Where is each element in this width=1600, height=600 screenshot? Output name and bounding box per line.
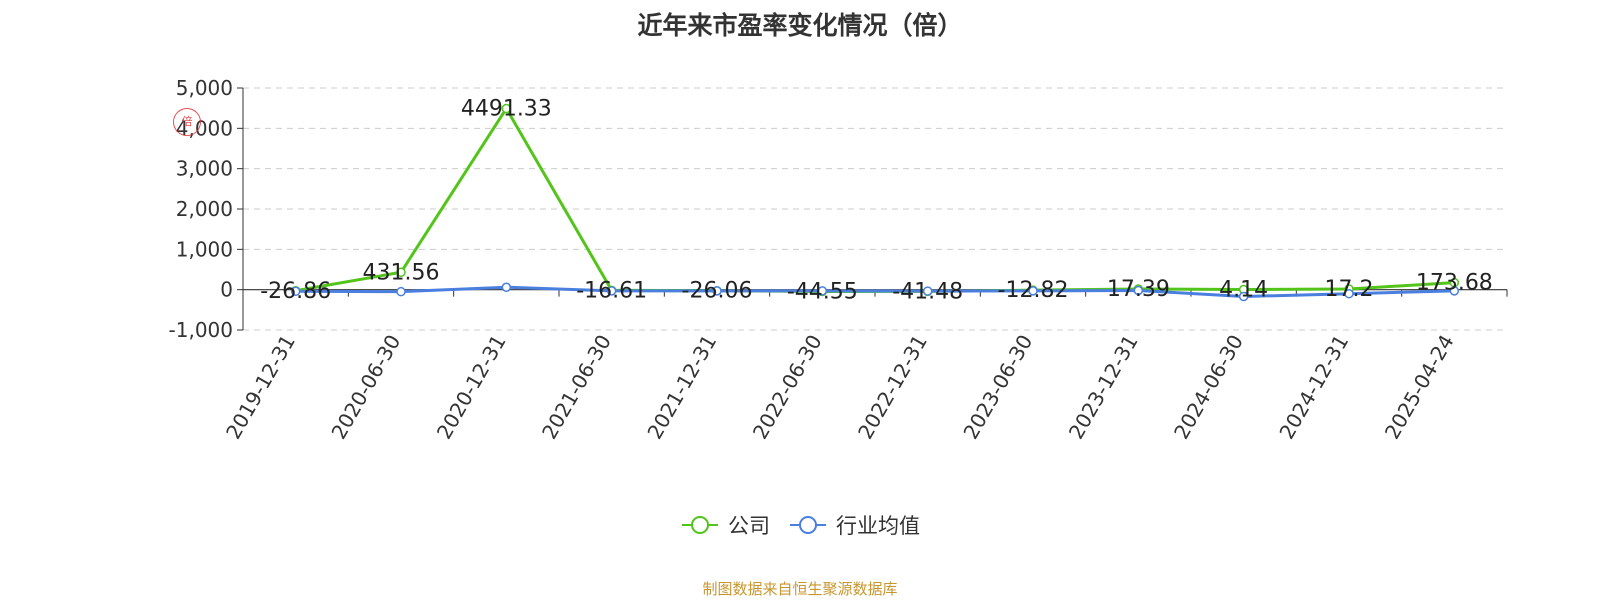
legend-label-company: 公司 xyxy=(728,514,770,538)
x-tick-label: 2025-04-24 xyxy=(1380,331,1459,444)
x-tick-label: 2024-12-31 xyxy=(1274,331,1353,444)
x-tick-label: 2021-06-30 xyxy=(537,331,616,444)
y-tick-label: 0 xyxy=(220,278,233,302)
industry-data-point xyxy=(1344,288,1354,299)
industry-data-point xyxy=(1028,286,1038,296)
chart-title: 近年来市盈率变化情况（倍） xyxy=(637,11,963,40)
data-label: 173.68 xyxy=(1416,271,1493,296)
y-tick-label: 2,000 xyxy=(176,197,233,221)
data-label: 17.39 xyxy=(1107,277,1170,302)
chart-legend: 公司 行业均值 xyxy=(0,510,1600,540)
industry-avg-line xyxy=(295,285,1455,299)
legend-item-company[interactable]: 公司 xyxy=(680,510,770,540)
industry-data-point xyxy=(922,286,933,296)
data-label: -26.06 xyxy=(682,279,753,304)
y-tick-label: 3,000 xyxy=(176,157,233,181)
data-label: -44.55 xyxy=(787,279,858,304)
data-label: 4491.33 xyxy=(461,97,552,122)
data-label: 4.14 xyxy=(1219,277,1268,302)
industry-data-point xyxy=(1133,285,1144,296)
x-tick-label: 2023-06-30 xyxy=(958,331,1037,444)
x-tick-label: 2022-06-30 xyxy=(748,331,827,444)
legend-item-industry-avg[interactable]: 行业均值 xyxy=(788,510,920,540)
company-data-point xyxy=(396,267,406,278)
industry-data-point xyxy=(1238,291,1249,302)
industry-data-point xyxy=(396,286,406,297)
data-label: 431.56 xyxy=(363,260,440,285)
industry-data-point xyxy=(817,286,828,296)
y-tick-label: 1,000 xyxy=(176,237,233,261)
industry-data-point xyxy=(606,286,617,296)
y-tick-label: -1,000 xyxy=(169,318,233,342)
data-source-note: 制图数据来自恒生聚源数据库 xyxy=(702,580,898,598)
watermark-stamp: 倍 xyxy=(173,108,201,136)
data-label: 17.2 xyxy=(1325,277,1374,302)
legend-label-industry-avg: 行业均值 xyxy=(836,514,920,538)
x-tick-label: 2021-12-31 xyxy=(642,331,721,444)
legend-industry-icon xyxy=(790,516,826,534)
data-label: -12.82 xyxy=(998,278,1069,303)
x-tick-label: 2023-12-31 xyxy=(1064,331,1143,444)
x-tick-label: 2020-06-30 xyxy=(326,331,405,444)
company-pe-line xyxy=(295,107,1455,293)
industry-data-point xyxy=(712,286,722,296)
industry-data-point xyxy=(1449,286,1460,296)
x-tick-label: 2020-12-31 xyxy=(432,331,511,444)
x-tick-label: 2022-12-31 xyxy=(853,331,932,444)
data-label: -41.48 xyxy=(892,279,963,304)
company-data-point xyxy=(501,103,512,114)
data-label: -26.86 xyxy=(260,279,331,304)
industry-data-point xyxy=(290,286,301,297)
data-label: -16.61 xyxy=(576,278,647,303)
y-tick-label: 5,000 xyxy=(176,76,233,100)
x-tick-label: 2019-12-31 xyxy=(221,331,300,444)
x-tick-label: 2024-06-30 xyxy=(1169,331,1248,444)
legend-company-icon xyxy=(682,516,718,534)
industry-data-point xyxy=(501,282,512,292)
